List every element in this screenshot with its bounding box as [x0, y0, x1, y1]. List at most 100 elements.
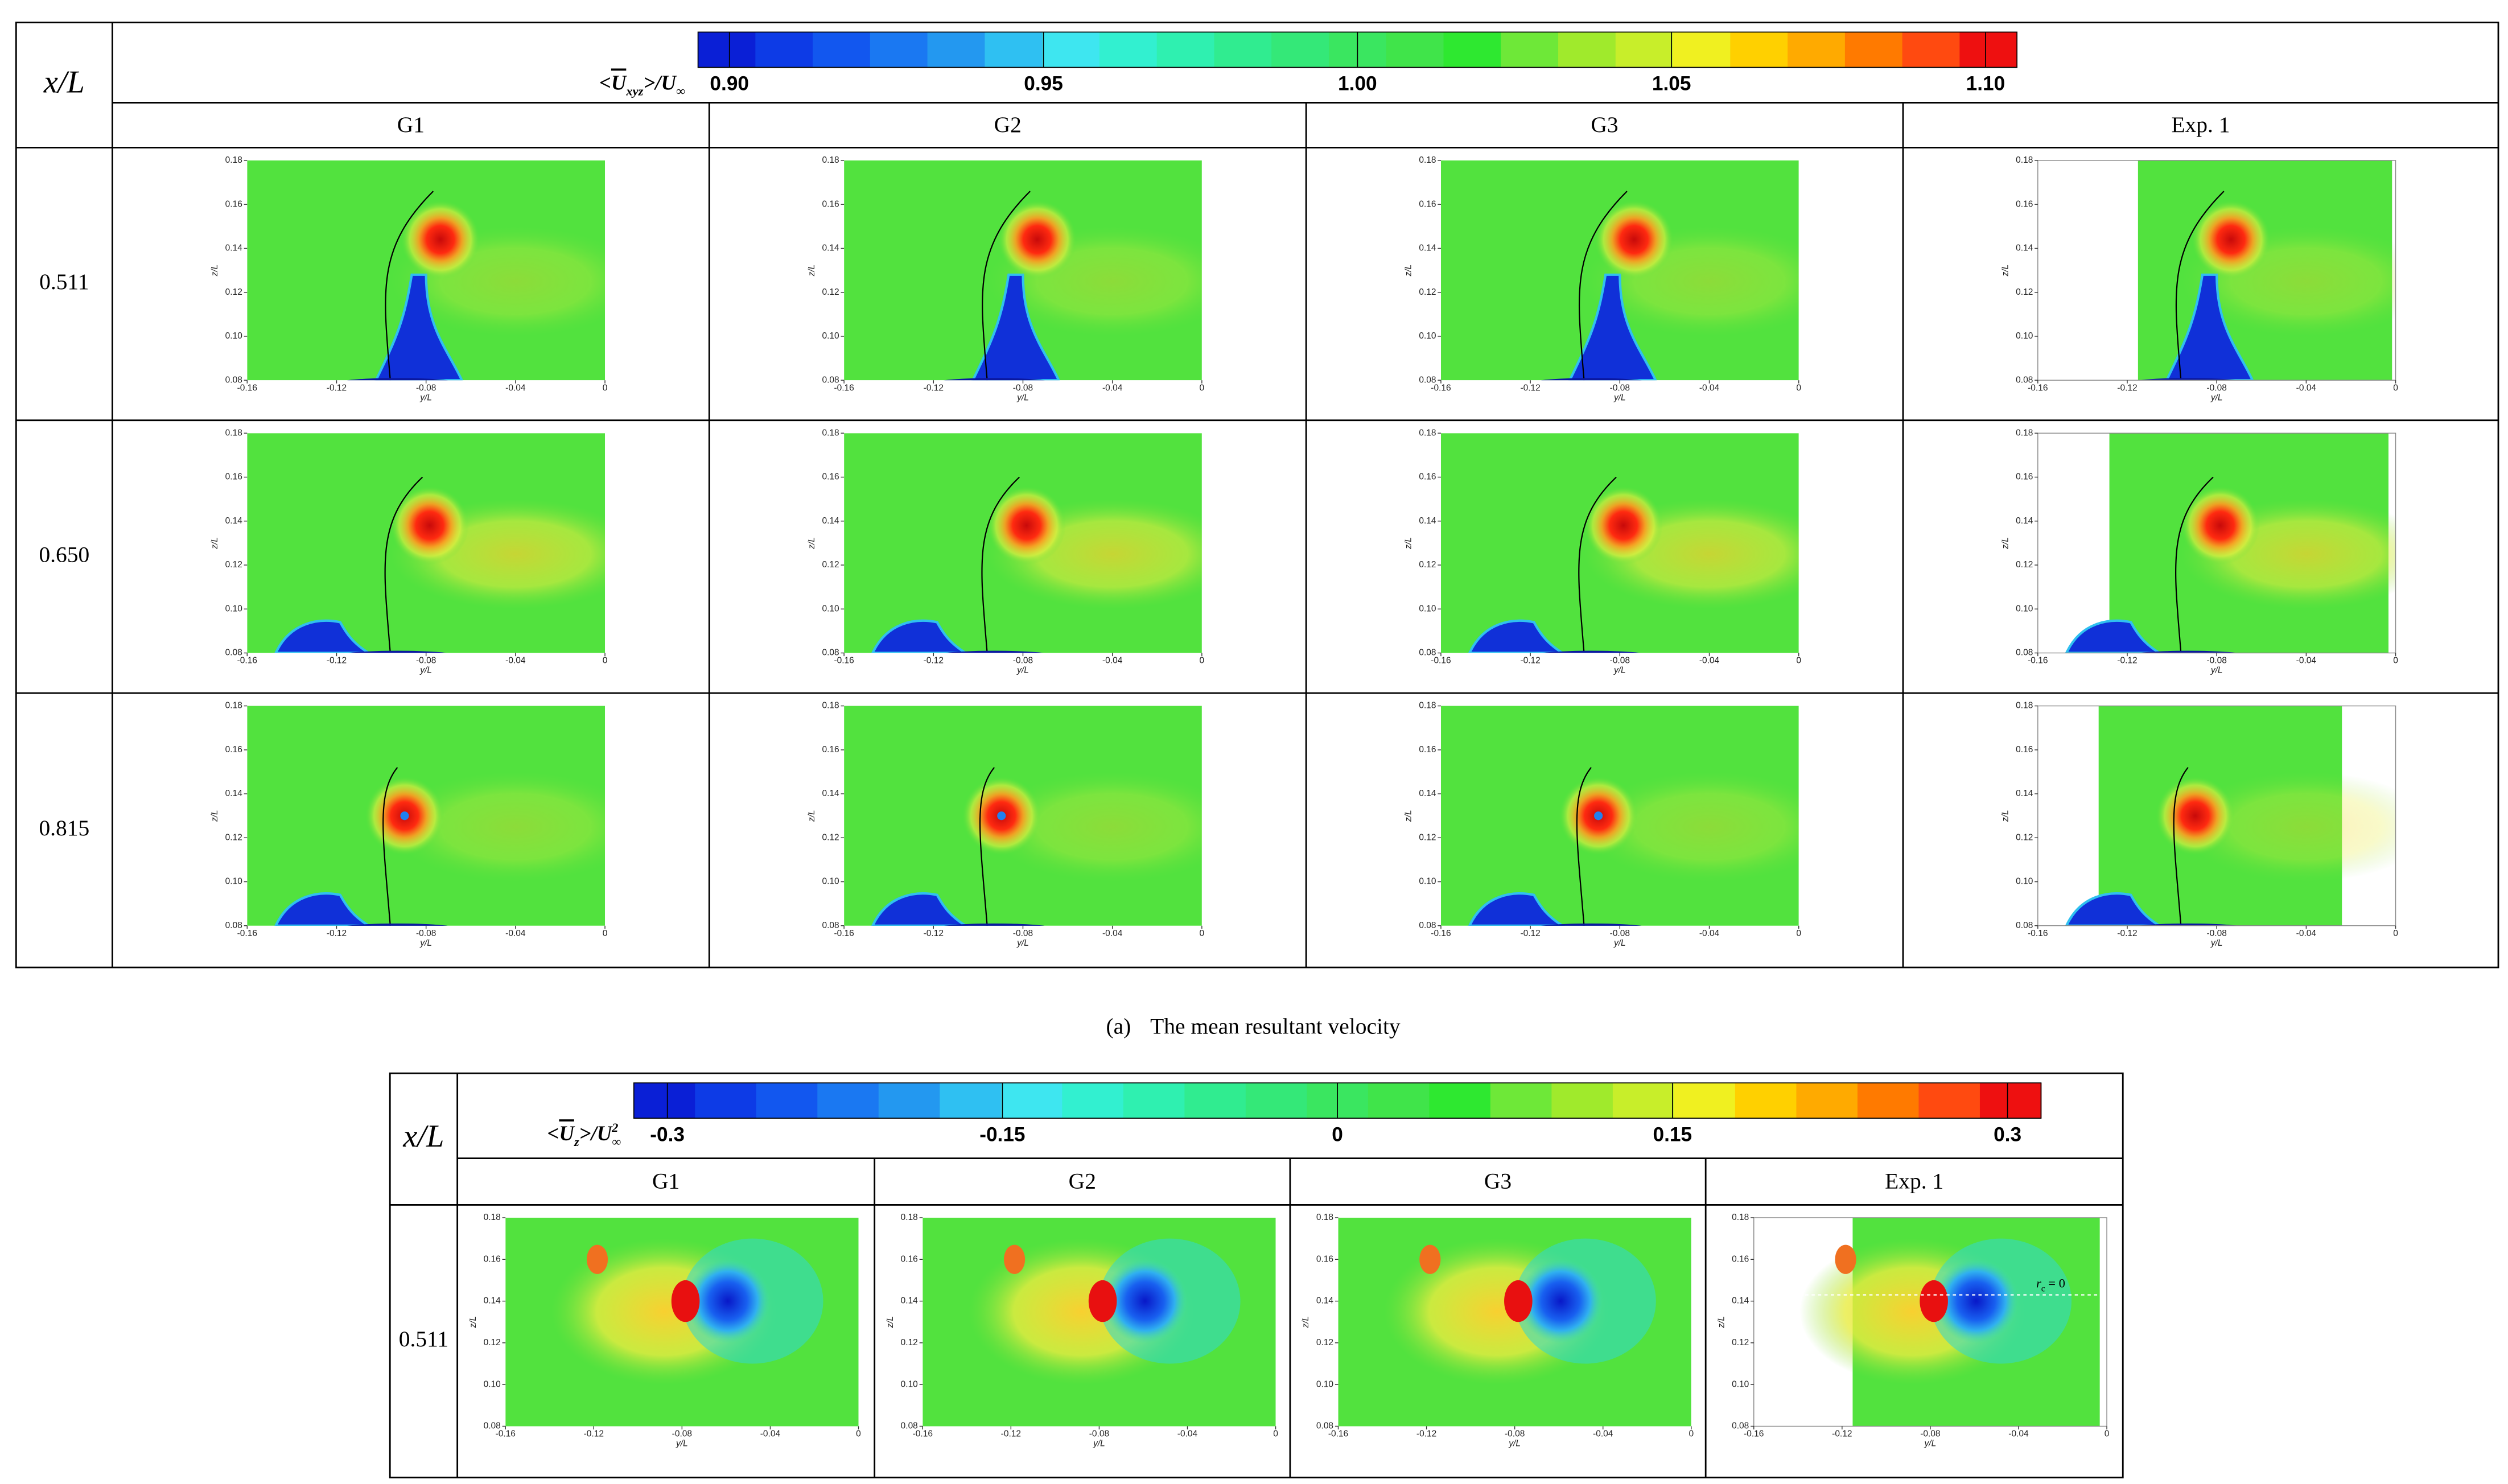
vortex-sheet [1578, 191, 1628, 381]
x-tick-label: -0.08 [416, 929, 436, 938]
label-part: U [611, 71, 628, 94]
annotation-part: = 0 [2045, 1276, 2065, 1290]
x-axis-label: y/L [1016, 393, 1029, 402]
column-header: G3 [1484, 1168, 1512, 1193]
y-tick-label: 0.18 [1419, 428, 1436, 438]
colorbar-tick-label: 0 [1332, 1123, 1343, 1145]
contour-field [1440, 706, 1799, 926]
x-tick-label: -0.16 [1431, 656, 1451, 666]
vortex-sheet [384, 476, 423, 653]
y-tick-label: 0.14 [225, 516, 243, 526]
low-speed-plume [274, 892, 372, 926]
label-part: < [547, 1122, 559, 1145]
x-tick-label: 0 [1796, 929, 1801, 938]
colorbar-swatch [1959, 32, 2017, 68]
y-tick-label: 0.08 [1316, 1421, 1333, 1431]
y-tick-label: 0.16 [2016, 745, 2033, 755]
column-header: G1 [652, 1168, 679, 1193]
low-speed-plume [1468, 892, 1565, 926]
y-tick-label: 0.08 [822, 375, 839, 385]
y-tick-label: 0.16 [1316, 1254, 1333, 1264]
colorbar-tick-label: 1.10 [1966, 73, 2005, 95]
x-tick-label: -0.08 [1610, 656, 1630, 666]
x-tick-label: 0 [2105, 1429, 2110, 1439]
colorbar-swatch [1844, 32, 1903, 68]
y-axis-label: z/L [1716, 1316, 1726, 1329]
y-tick-label: 0.12 [484, 1338, 501, 1347]
colorbar-tick-label: 1.00 [1338, 73, 1377, 95]
colorbar-swatch [1443, 32, 1502, 68]
colorbar-swatch [755, 32, 813, 68]
y-tick-label: 0.10 [1316, 1379, 1334, 1389]
colorbar-swatch [1558, 32, 1616, 68]
x-tick-label: -0.12 [1520, 929, 1540, 938]
colorbar-swatch [1099, 32, 1158, 68]
x-tick-label: -0.04 [1699, 656, 1720, 666]
colorbar-swatch [1214, 32, 1272, 68]
vortex-sheet [1576, 767, 1592, 926]
colorbar-swatch [1735, 1083, 1797, 1119]
y-axis-label: z/L [1404, 537, 1414, 550]
positive-core [671, 1280, 700, 1322]
low-speed-zone [1584, 772, 1799, 882]
wall [945, 923, 1044, 926]
y-tick-label: 0.10 [822, 604, 839, 613]
contour-field [844, 706, 1202, 926]
x-tick-label: -0.16 [1744, 1429, 1764, 1439]
corner-label: x/L [43, 64, 85, 100]
y-tick-label: 0.12 [822, 287, 839, 297]
colorbar-tick-label: 0.3 [1994, 1123, 2021, 1145]
contour-field [844, 160, 1202, 381]
y-tick-label: 0.10 [2016, 331, 2033, 341]
label-part: 2 [611, 1120, 618, 1135]
y-tick-label: 0.10 [1419, 877, 1436, 887]
low-speed-plume [274, 619, 372, 653]
x-tick-label: -0.16 [1431, 383, 1451, 393]
y-tick-label: 0.14 [1419, 789, 1436, 798]
y-tick-label: 0.10 [2016, 877, 2033, 887]
x-axis-label: y/L [1613, 393, 1626, 402]
y-tick-label: 0.18 [822, 428, 839, 438]
colorbar-swatch [1184, 1083, 1246, 1119]
y-tick-label: 0.12 [225, 560, 242, 570]
x-axis-label: y/L [2210, 666, 2223, 675]
y-tick-label: 0.12 [2016, 560, 2033, 570]
y-tick-label: 0.18 [225, 701, 242, 711]
vortex-eye [400, 811, 409, 821]
colorbar-tick-label: -0.3 [650, 1123, 685, 1145]
label-part: U [559, 1122, 575, 1145]
x-axis-label: y/L [1613, 938, 1626, 948]
y-tick-label: 0.08 [1419, 921, 1436, 930]
row-label: 0.815 [39, 815, 89, 840]
y-tick-label: 0.12 [2016, 287, 2033, 297]
colorbar-tick-label: 1.05 [1652, 73, 1691, 95]
contour-panel: -0.16 -0.12 -0.08 -0.04 0 0.08 0.10 0.12 0.14 0.1… [2001, 701, 2399, 948]
y-tick-label: 0.16 [901, 1254, 918, 1264]
x-tick-label: -0.04 [760, 1429, 781, 1439]
x-tick-label: 0 [1200, 656, 1205, 666]
x-tick-label: 0 [2393, 929, 2398, 938]
caption-tag: (a) [1106, 1013, 1131, 1038]
colorbar-swatch [698, 32, 756, 68]
contour-field [247, 706, 606, 926]
x-tick-label: -0.16 [834, 929, 854, 938]
y-tick-label: 0.16 [1419, 472, 1436, 482]
y-tick-label: 0.12 [1419, 287, 1436, 297]
colorbar-swatch [1918, 1083, 1980, 1119]
colorbar-label: <Uxyz>/U∞ [599, 71, 685, 98]
contour-field [1440, 433, 1799, 653]
y-tick-label: 0.14 [822, 244, 839, 253]
y-axis-label: z/L [2001, 537, 2011, 550]
colorbar-swatch [878, 1083, 941, 1119]
x-tick-label: -0.12 [2117, 383, 2137, 393]
y-tick-label: 0.18 [1316, 1213, 1333, 1222]
colorbar-swatch [1245, 1083, 1308, 1119]
y-tick-label: 0.18 [822, 155, 839, 165]
table-frame [389, 1072, 2124, 1479]
vortex-core [987, 486, 1066, 565]
y-tick-label: 0.14 [1419, 516, 1436, 526]
low-speed-plume [871, 892, 968, 926]
y-tick-label: 0.18 [1732, 1213, 1749, 1222]
y-tick-label: 0.18 [2016, 155, 2033, 165]
